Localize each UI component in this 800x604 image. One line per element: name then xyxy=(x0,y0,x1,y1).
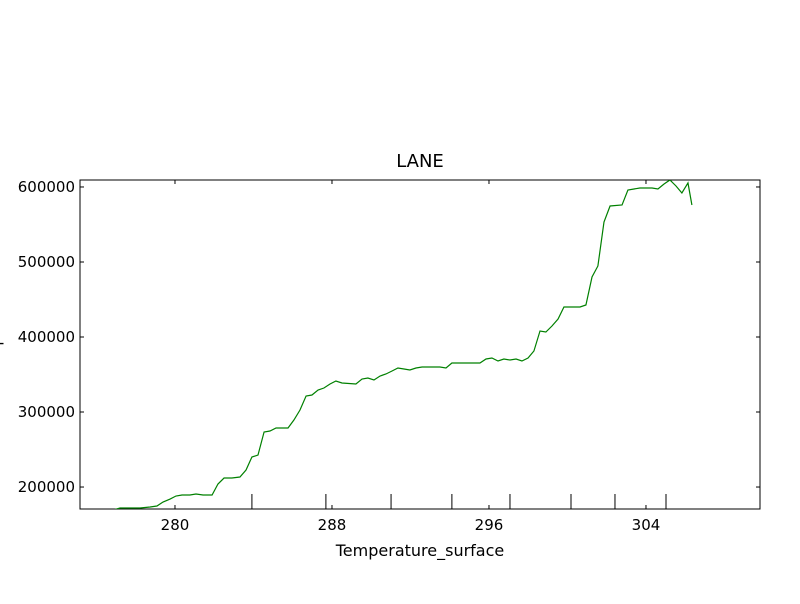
plot-area xyxy=(114,180,693,509)
x-tick-label: 280 xyxy=(161,516,190,534)
y-tick-label: 300000 xyxy=(18,403,75,421)
plot-frame xyxy=(79,179,761,510)
y-tick-label: 600000 xyxy=(18,178,75,196)
x-tick-label: 296 xyxy=(475,516,504,534)
x-tick-label: 288 xyxy=(318,516,347,534)
y-tick-label: 400000 xyxy=(18,328,75,346)
line-series xyxy=(114,180,693,509)
y-axis-label: Partial dependence xyxy=(0,267,4,421)
chart-title: LANE xyxy=(396,151,444,172)
y-tick-label: 500000 xyxy=(18,253,75,271)
x-axis-label: Temperature_surface xyxy=(335,541,504,561)
y-tick-label: 200000 xyxy=(18,478,75,496)
x-tick-label: 304 xyxy=(632,516,661,534)
